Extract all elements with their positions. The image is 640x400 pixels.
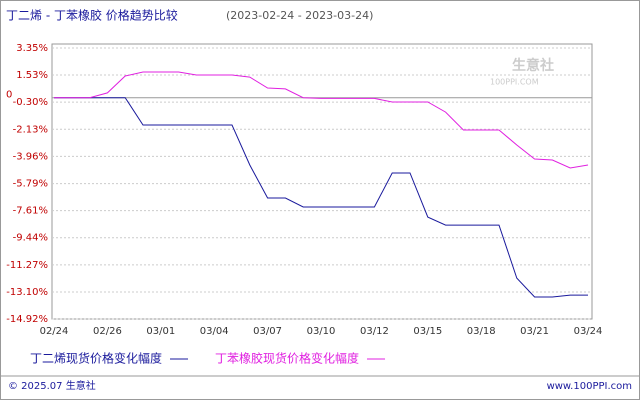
y-tick-label: -11.27% (6, 260, 48, 271)
x-tick-label: 02/24 (40, 326, 69, 337)
y-tick-label: -3.96% (13, 151, 48, 162)
y-tick-label: -14.92% (6, 314, 48, 325)
chart-subtitle: (2023-02-24 - 2023-03-24) (226, 9, 373, 22)
x-tick-label: 03/12 (360, 326, 389, 337)
x-tick-label: 03/21 (520, 326, 549, 337)
y-tick-label: -2.13% (13, 124, 48, 135)
y-tick-label: -7.61% (13, 206, 48, 217)
footer-right: www.100PPI.com (547, 381, 632, 392)
x-tick-label: 03/10 (307, 326, 336, 337)
y-tick-label: -0.30% (13, 97, 48, 108)
x-tick-label: 03/24 (574, 326, 603, 337)
y-tick-label: -13.10% (6, 287, 48, 298)
y-tick-label: -9.44% (13, 233, 48, 244)
y-tick-label: -5.79% (13, 179, 48, 190)
chart-title: 丁二烯 - 丁苯橡胶 价格趋势比较 (6, 8, 178, 23)
y-tick-label: 3.35% (16, 43, 48, 54)
legend-label: 丁苯橡胶现货价格变化幅度 (215, 351, 359, 366)
x-tick-label: 03/18 (467, 326, 496, 337)
series-line (54, 97, 588, 298)
zero-label: 0 (6, 90, 12, 101)
x-tick-label: 03/07 (253, 326, 282, 337)
x-tick-label: 03/01 (146, 326, 175, 337)
watermark: 生意社 (512, 57, 554, 74)
x-tick-label: 03/15 (413, 326, 442, 337)
legend-label: 丁二烯现货价格变化幅度 (30, 351, 162, 366)
x-tick-label: 03/04 (200, 326, 229, 337)
watermark-url: 100PPI.COM (490, 78, 539, 87)
x-tick-label: 02/26 (93, 326, 122, 337)
y-tick-label: 1.53% (16, 70, 48, 81)
footer-left: © 2025.07 生意社 (8, 379, 96, 392)
series-line (54, 71, 589, 169)
